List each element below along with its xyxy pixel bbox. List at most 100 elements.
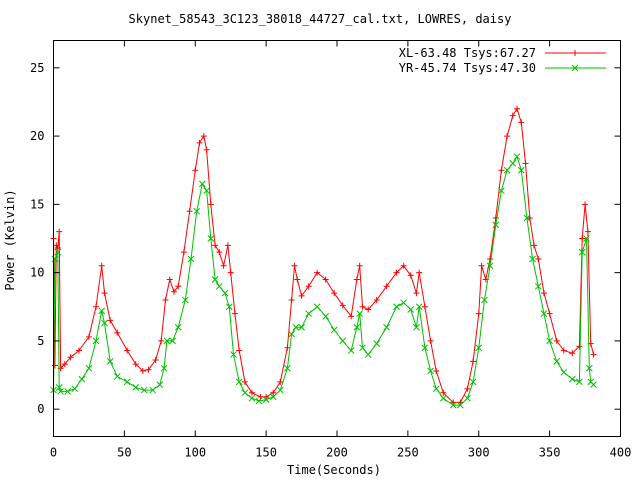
data-point [248, 389, 255, 396]
data-point [64, 388, 72, 395]
data-point [152, 357, 159, 364]
data-point [291, 262, 298, 269]
data-point [93, 303, 100, 310]
data-point [207, 235, 215, 242]
data-point [421, 344, 429, 352]
data-point [353, 276, 360, 283]
data-point [225, 303, 233, 311]
data-point [560, 347, 567, 354]
data-point [193, 207, 201, 215]
data-point [288, 296, 295, 303]
data-point [174, 323, 182, 331]
data-point [269, 393, 277, 401]
data-point [140, 386, 148, 394]
data-point [231, 310, 238, 317]
data-point [535, 255, 542, 262]
data-point [339, 337, 347, 345]
data-point [450, 399, 457, 406]
data-point [158, 337, 165, 344]
data-point [464, 385, 471, 392]
data-point [294, 276, 301, 283]
x-axis-label: Time(Seconds) [287, 463, 381, 477]
data-point [590, 351, 597, 358]
data-point [440, 389, 447, 396]
data-point [132, 361, 139, 368]
data-point [331, 290, 338, 297]
data-point [101, 319, 108, 327]
data-point [169, 337, 176, 345]
data-point [339, 302, 346, 309]
data-point [313, 303, 321, 311]
data-point [162, 296, 169, 303]
data-point [57, 388, 64, 395]
data-point [475, 310, 482, 317]
data-point [359, 344, 366, 352]
data-point [487, 255, 494, 262]
series-1 [50, 105, 597, 406]
data-point [212, 242, 219, 249]
data-point [216, 249, 223, 256]
data-point [540, 310, 548, 317]
data-point [546, 310, 553, 317]
data-point [56, 228, 63, 235]
data-point [400, 262, 407, 269]
y-tick-label: 0 [37, 402, 44, 416]
data-point [106, 358, 114, 365]
data-point [298, 323, 305, 331]
x-tick-label: 100 [184, 446, 206, 460]
data-point [98, 307, 106, 315]
y-tick-label: 20 [30, 129, 44, 143]
data-point [416, 269, 423, 276]
data-point [263, 393, 270, 400]
data-point [393, 269, 400, 276]
data-point [464, 394, 471, 402]
data-point [560, 368, 568, 376]
series-2 [50, 153, 597, 409]
data-point [590, 381, 597, 388]
data-point [54, 245, 61, 252]
data-point [54, 248, 62, 256]
data-point [277, 378, 284, 385]
data-point [276, 386, 284, 394]
data-point [123, 378, 131, 386]
data-point [67, 354, 74, 361]
x-tick-label: 250 [397, 446, 419, 460]
data-point [504, 133, 511, 140]
data-point [262, 396, 270, 403]
data-point [203, 187, 210, 195]
legend-marker [571, 64, 579, 72]
plot-frame [53, 40, 621, 437]
data-point [584, 228, 591, 235]
data-point [255, 397, 263, 405]
data-point [53, 242, 60, 249]
data-point [124, 347, 131, 354]
data-point [568, 375, 576, 383]
data-point [284, 364, 291, 372]
x-tick-label: 0 [50, 446, 57, 460]
data-point [156, 381, 164, 388]
data-point [522, 160, 529, 167]
data-point [85, 364, 93, 372]
legend-label: YR-45.74 Tsys:47.30 [399, 61, 536, 75]
data-point [509, 160, 517, 167]
data-point [513, 153, 521, 160]
data-point [356, 310, 364, 317]
data-point [175, 283, 182, 290]
y-tick-label: 10 [30, 266, 44, 280]
data-point [427, 367, 434, 375]
data-point [498, 187, 505, 195]
y-tick-label: 25 [30, 61, 44, 75]
data-point [270, 389, 277, 396]
data-point [305, 283, 312, 290]
data-point [469, 378, 477, 386]
data-point [509, 112, 516, 119]
data-point [576, 378, 583, 386]
data-point [470, 358, 477, 365]
data-point [51, 362, 58, 369]
data-point [92, 337, 100, 345]
data-point [98, 262, 105, 269]
data-point [235, 378, 243, 386]
plot-area [50, 105, 597, 409]
x-tick-label: 150 [255, 446, 277, 460]
